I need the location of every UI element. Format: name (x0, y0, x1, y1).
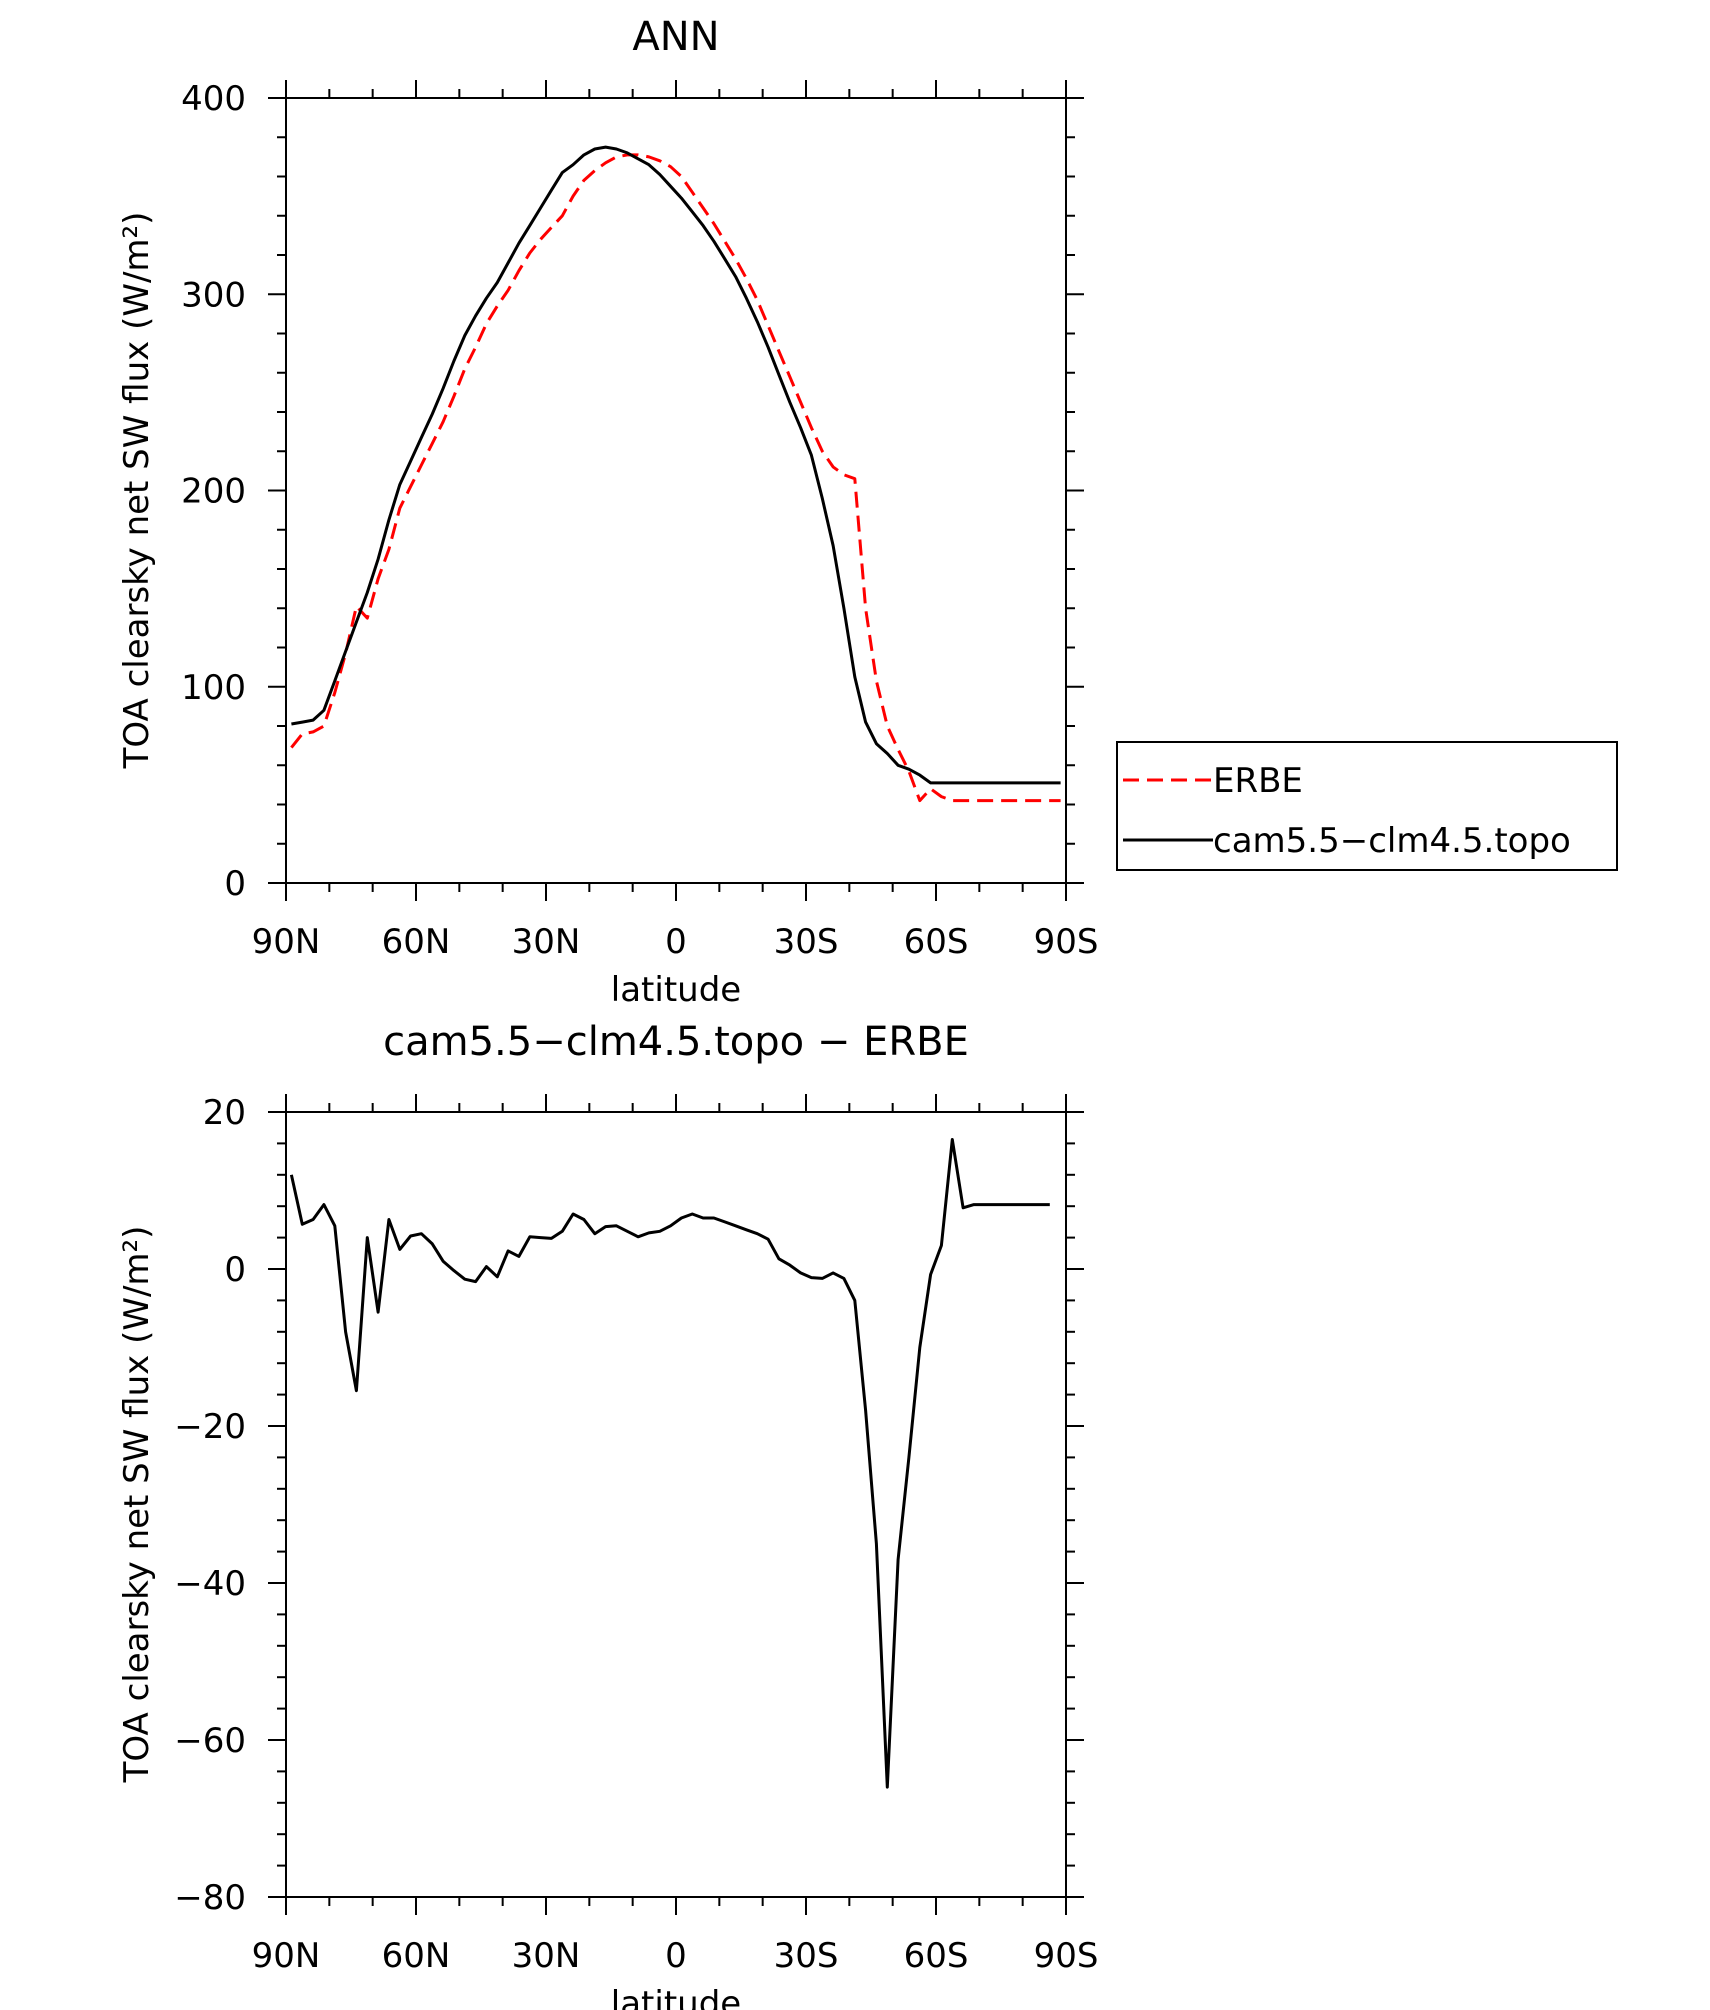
y-tick-label: 20 (203, 1093, 246, 1133)
x-tick-label: 60N (382, 922, 451, 962)
y-tick-label: −60 (174, 1721, 246, 1761)
x-tick-label: 60S (904, 922, 969, 962)
bottom-panel: −80 −60 −40 −20 0 20 90N 60N 30N 0 30S 60S 90S cam5.5… (117, 1019, 1098, 2010)
y-axis-title: TOA clearsky net SW flux (W/m²) (117, 212, 157, 770)
y-tick-label: 400 (181, 79, 246, 119)
legend-label: ERBE (1213, 761, 1303, 801)
x-axis-title: latitude (611, 1984, 741, 2010)
chart-title: ANN (632, 14, 719, 60)
y-tick-label: 0 (224, 1250, 246, 1290)
legend-box (1116, 741, 1618, 871)
y-tick-label: 200 (181, 472, 246, 512)
y-tick-label: 100 (181, 668, 246, 708)
y-tick-label: −40 (174, 1564, 246, 1604)
plot-frame (285, 1111, 1067, 1898)
x-tick-label: 90N (252, 922, 321, 962)
y-tick-label: 0 (224, 864, 246, 904)
x-tick-label: 30S (774, 922, 839, 962)
x-tick-label: 0 (665, 1936, 687, 1976)
top-panel: 0 100 200 300 400 90N 60N 30N 0 30S 60S 90S ANN latit… (117, 14, 1618, 1010)
x-tick-label: 60N (382, 1936, 451, 1976)
x-tick-label: 30S (774, 1936, 839, 1976)
chart-title: cam5.5−clm4.5.topo − ERBE (383, 1019, 969, 1065)
y-tick-label: −20 (174, 1407, 246, 1447)
series-line (290, 153, 1061, 803)
legend-label: cam5.5−clm4.5.topo (1213, 821, 1571, 861)
x-tick-label: 0 (665, 922, 687, 962)
plot-frame (285, 97, 1067, 884)
x-tick-label: 90N (252, 1936, 321, 1976)
x-tick-label: 90S (1034, 1936, 1099, 1976)
x-tick-label: 90S (1034, 922, 1099, 962)
series-line (289, 1138, 1050, 1789)
x-tick-label: 60S (904, 1936, 969, 1976)
y-tick-label: −80 (174, 1878, 246, 1918)
x-tick-label: 30N (512, 1936, 581, 1976)
y-tick-label: 300 (181, 275, 246, 315)
x-axis-title: latitude (611, 970, 741, 1010)
x-tick-label: 30N (512, 922, 581, 962)
series-line (291, 145, 1061, 785)
y-axis-title: TOA clearsky net SW flux (W/m²) (117, 1226, 157, 1784)
